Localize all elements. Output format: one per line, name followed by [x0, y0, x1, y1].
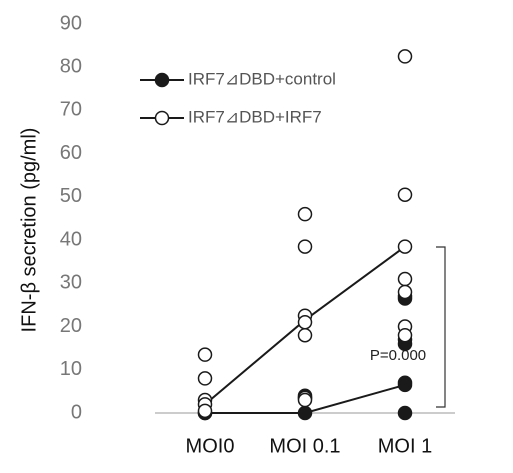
y-tick-label: 10: [60, 358, 82, 380]
data-point: [297, 314, 313, 330]
legend-marker: [154, 110, 170, 126]
legend-label: IRF7⊿DBD+IRF7: [188, 107, 322, 126]
data-point: [297, 392, 313, 408]
x-tick-label: MOI 0.1: [269, 435, 340, 457]
y-tick-label: 90: [60, 12, 82, 34]
y-axis-label: IFN-β secretion (pg/ml): [18, 128, 40, 333]
data-point: [397, 327, 413, 343]
y-tick-label: 80: [60, 56, 82, 78]
data-point: [397, 377, 413, 393]
y-tick-label: 30: [60, 272, 82, 294]
data-point: [197, 371, 213, 386]
data-point: [197, 403, 213, 419]
data-point: [397, 405, 413, 421]
data-point: [397, 284, 413, 300]
y-tick-label: 60: [60, 142, 82, 164]
x-tick-label: MOI 1: [378, 435, 432, 457]
y-tick-label: 50: [60, 185, 82, 207]
data-point: [297, 239, 313, 254]
significance-bracket: [436, 246, 446, 408]
data-point: [397, 271, 413, 287]
data-point: [197, 347, 213, 362]
p-value: P=0.000: [370, 347, 426, 364]
data-point: [297, 327, 313, 343]
data-point: [397, 239, 413, 254]
data-point: [397, 187, 413, 202]
x-tick-label: MOI0: [186, 435, 235, 457]
data-point: [397, 49, 413, 64]
y-tick-label: 0: [71, 401, 82, 423]
y-tick-label: 20: [60, 315, 82, 337]
y-tick-label: 70: [60, 99, 82, 121]
data-point: [297, 405, 313, 421]
legend-marker: [154, 72, 170, 88]
data-point: [297, 206, 313, 222]
y-tick-label: 40: [60, 228, 82, 250]
legend-label: IRF7⊿DBD+control: [188, 69, 336, 88]
